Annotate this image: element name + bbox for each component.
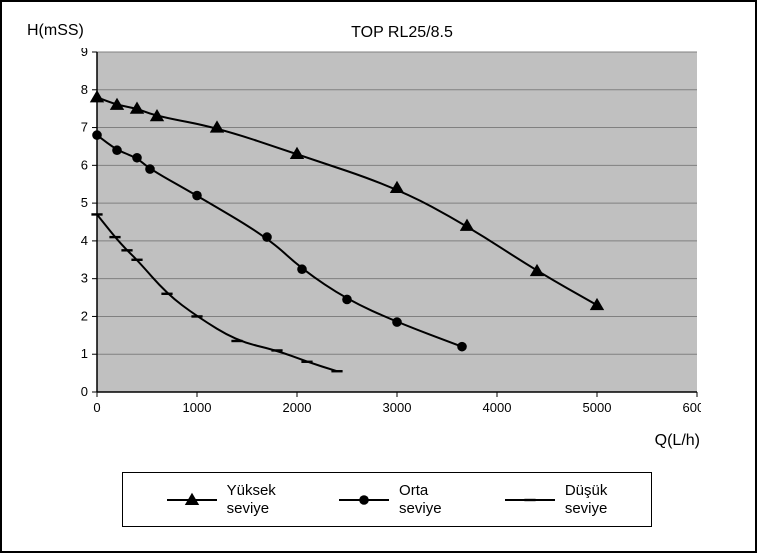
- svg-text:3: 3: [81, 271, 88, 286]
- legend-item-mid: Ortaseviye: [339, 482, 442, 517]
- legend-label-mid: Ortaseviye: [399, 482, 442, 517]
- svg-text:1: 1: [81, 346, 88, 361]
- svg-text:4: 4: [81, 233, 88, 248]
- svg-text:6000: 6000: [683, 400, 701, 415]
- legend-label-high: Yüksekseviye: [227, 482, 276, 517]
- legend-item-high: Yüksekseviye: [167, 482, 276, 517]
- legend: Yüksekseviye Ortaseviye Düşükseviye: [122, 472, 652, 527]
- svg-text:4000: 4000: [483, 400, 512, 415]
- svg-text:3000: 3000: [383, 400, 412, 415]
- svg-text:9: 9: [81, 48, 88, 59]
- svg-text:6: 6: [81, 157, 88, 172]
- legend-item-low: Düşükseviye: [505, 482, 608, 517]
- svg-text:0: 0: [93, 400, 100, 415]
- svg-text:0: 0: [81, 384, 88, 399]
- x-axis-title: Q(L/h): [655, 432, 700, 450]
- svg-text:2: 2: [81, 308, 88, 323]
- svg-text:2000: 2000: [283, 400, 312, 415]
- plot-area: 01000200030004000500060000123456789: [97, 52, 697, 392]
- legend-marker-high: [167, 490, 217, 510]
- svg-text:8: 8: [81, 82, 88, 97]
- legend-marker-mid: [339, 490, 389, 510]
- svg-text:1000: 1000: [183, 400, 212, 415]
- chart-title: TOP RL25/8.5: [302, 24, 502, 42]
- legend-label-low: Düşükseviye: [565, 482, 608, 517]
- y-axis-title: H(mSS): [27, 22, 84, 40]
- svg-text:7: 7: [81, 120, 88, 135]
- legend-marker-low: [505, 490, 555, 510]
- chart-frame: H(mSS) TOP RL25/8.5 01000200030004000500…: [0, 0, 757, 553]
- svg-text:5: 5: [81, 195, 88, 210]
- svg-text:5000: 5000: [583, 400, 612, 415]
